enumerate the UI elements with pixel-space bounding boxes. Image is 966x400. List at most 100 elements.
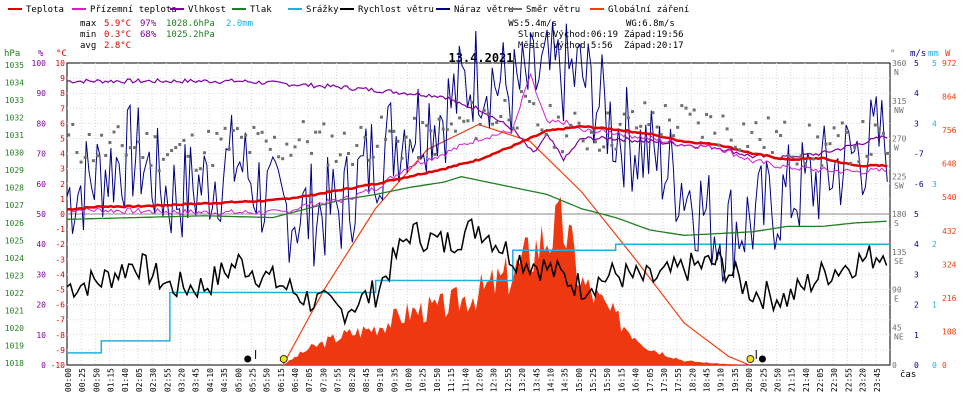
wind-direction-dot-52 xyxy=(281,157,285,161)
wind-direction-dot-17 xyxy=(137,140,141,144)
degc-tick-19: -9 xyxy=(55,346,65,355)
dir-label-7: NE xyxy=(894,332,904,341)
wind-direction-dot-104 xyxy=(495,121,499,124)
degc-tick-12: -2 xyxy=(55,240,65,249)
wind-direction-dot-113 xyxy=(532,102,536,106)
wind-direction-dot-2 xyxy=(75,151,79,154)
wind-direction-dot-98 xyxy=(470,101,474,104)
wind-direction-dot-129 xyxy=(598,148,601,152)
wind-direction-dot-115 xyxy=(540,128,544,132)
hpa-tick-11: 1024 xyxy=(5,254,24,263)
info-ws: WS:5.4m/s xyxy=(508,19,557,29)
time-tick-12: 05:00 xyxy=(234,368,243,392)
dir-tick-5: 135 xyxy=(892,248,907,257)
w-tick-5: 432 xyxy=(942,227,957,236)
wind-direction-dot-196 xyxy=(873,123,877,127)
hpa-tick-4: 1031 xyxy=(5,131,24,140)
degc-tick-1: 9 xyxy=(60,74,65,83)
dir-tick-0: 360 xyxy=(892,59,907,68)
sun-moon-markers xyxy=(244,350,766,363)
mm-tick-4: 1 xyxy=(932,301,937,310)
wind-direction-dot-26 xyxy=(174,146,178,150)
wind-direction-dot-168 xyxy=(758,138,762,141)
wind-direction-dot-74 xyxy=(371,155,375,159)
wind-direction-dot-36 xyxy=(215,131,219,135)
wind-direction-dot-160 xyxy=(725,127,729,131)
wind-direction-dot-61 xyxy=(318,130,322,134)
moon-set-marker xyxy=(758,355,766,363)
time-tick-21: 08:45 xyxy=(362,368,371,392)
wind-direction-dot-53 xyxy=(285,142,289,146)
wind-direction-dot-112 xyxy=(528,100,532,103)
time-tick-33: 13:45 xyxy=(532,368,541,392)
degc-tick-0: 10 xyxy=(55,59,65,68)
stat-min-press: 1025.2hPa xyxy=(166,30,215,40)
pct-tick-5: 50 xyxy=(36,210,46,219)
wind-direction-dot-188 xyxy=(840,121,844,125)
hpa-tick-9: 1026 xyxy=(5,219,24,228)
ms-unit: m/s xyxy=(910,49,926,59)
time-tick-45: 18:45 xyxy=(703,368,712,392)
wind-direction-dot-8 xyxy=(100,133,104,137)
wind-direction-dot-109 xyxy=(515,126,519,130)
wind-direction-dot-158 xyxy=(717,143,721,147)
time-tick-3: 01:15 xyxy=(107,368,116,392)
dir-label-4: S xyxy=(894,219,899,228)
wind-direction-dot-34 xyxy=(207,129,211,133)
hpa-tick-5: 1030 xyxy=(5,149,24,158)
moon-rise-marker xyxy=(244,355,252,363)
dir-tick-1: 315 xyxy=(892,97,907,106)
ms-tick-5: 5 xyxy=(914,210,919,219)
time-tick-49: 20:25 xyxy=(759,368,768,392)
time-tick-29: 12:05 xyxy=(476,368,485,392)
stat-min-temp: 0.3°C xyxy=(104,30,131,40)
wind-direction-dot-68 xyxy=(347,152,350,155)
wind-direction-dot-60 xyxy=(314,130,318,134)
wind-direction-dot-87 xyxy=(425,124,429,128)
wind-direction-dot-190 xyxy=(849,161,853,165)
stat-min-hum: 68% xyxy=(140,30,157,40)
deg-unit: ° xyxy=(890,49,895,59)
info-moon-rise: Východ:5:56 xyxy=(553,41,613,51)
time-tick-5: 02:05 xyxy=(135,368,144,392)
dir-label-3: SW xyxy=(894,181,904,190)
wind-direction-dot-181 xyxy=(812,157,815,161)
dir-label-0: N xyxy=(894,68,899,77)
dir-label-1: NW xyxy=(894,106,904,115)
wind-direction-dot-55 xyxy=(293,145,297,149)
mm-tick-0: 5 xyxy=(932,59,937,68)
wind-direction-dot-182 xyxy=(816,135,820,139)
wind-direction-dot-100 xyxy=(478,122,482,126)
wind-direction-dot-30 xyxy=(190,133,194,137)
wind-direction-dot-140 xyxy=(643,101,647,105)
wind-direction-dot-135 xyxy=(622,112,626,116)
w-tick-2: 756 xyxy=(942,126,957,135)
wind-direction-dot-114 xyxy=(536,123,540,127)
time-tick-57: 23:45 xyxy=(873,368,882,392)
stat-max-press: 1028.6hPa xyxy=(166,19,215,29)
time-tick-32: 13:20 xyxy=(518,368,527,392)
wind-direction-dot-42 xyxy=(240,135,243,139)
hpa-tick-12: 1023 xyxy=(5,271,24,280)
wind-speed-line xyxy=(66,218,888,326)
wind-direction-dot-174 xyxy=(783,120,787,124)
legend-label-7: Směr větru xyxy=(526,5,580,15)
wind-direction-dot-194 xyxy=(865,154,869,158)
pct-tick-7: 30 xyxy=(36,270,46,279)
wind-direction-dot-198 xyxy=(882,131,885,135)
time-tick-40: 16:40 xyxy=(632,368,641,392)
w-tick-3: 648 xyxy=(942,160,957,169)
info-sun-set: Západ:19:56 xyxy=(624,30,684,40)
wind-direction-dot-11 xyxy=(112,130,116,134)
wind-direction-dot-144 xyxy=(659,133,663,137)
hpa-tick-14: 1021 xyxy=(5,306,24,315)
ms-tick-8: 2 xyxy=(914,301,919,310)
wind-direction-dot-62 xyxy=(322,122,326,126)
hpa-tick-8: 1027 xyxy=(5,201,24,210)
wind-direction-dot-132 xyxy=(610,144,614,147)
degc-tick-2: 8 xyxy=(60,89,65,98)
wind-gust-line xyxy=(66,21,888,282)
wind-direction-dot-102 xyxy=(486,112,490,116)
mm-tick-3: 2 xyxy=(932,240,937,249)
wind-direction-dot-164 xyxy=(742,122,746,126)
